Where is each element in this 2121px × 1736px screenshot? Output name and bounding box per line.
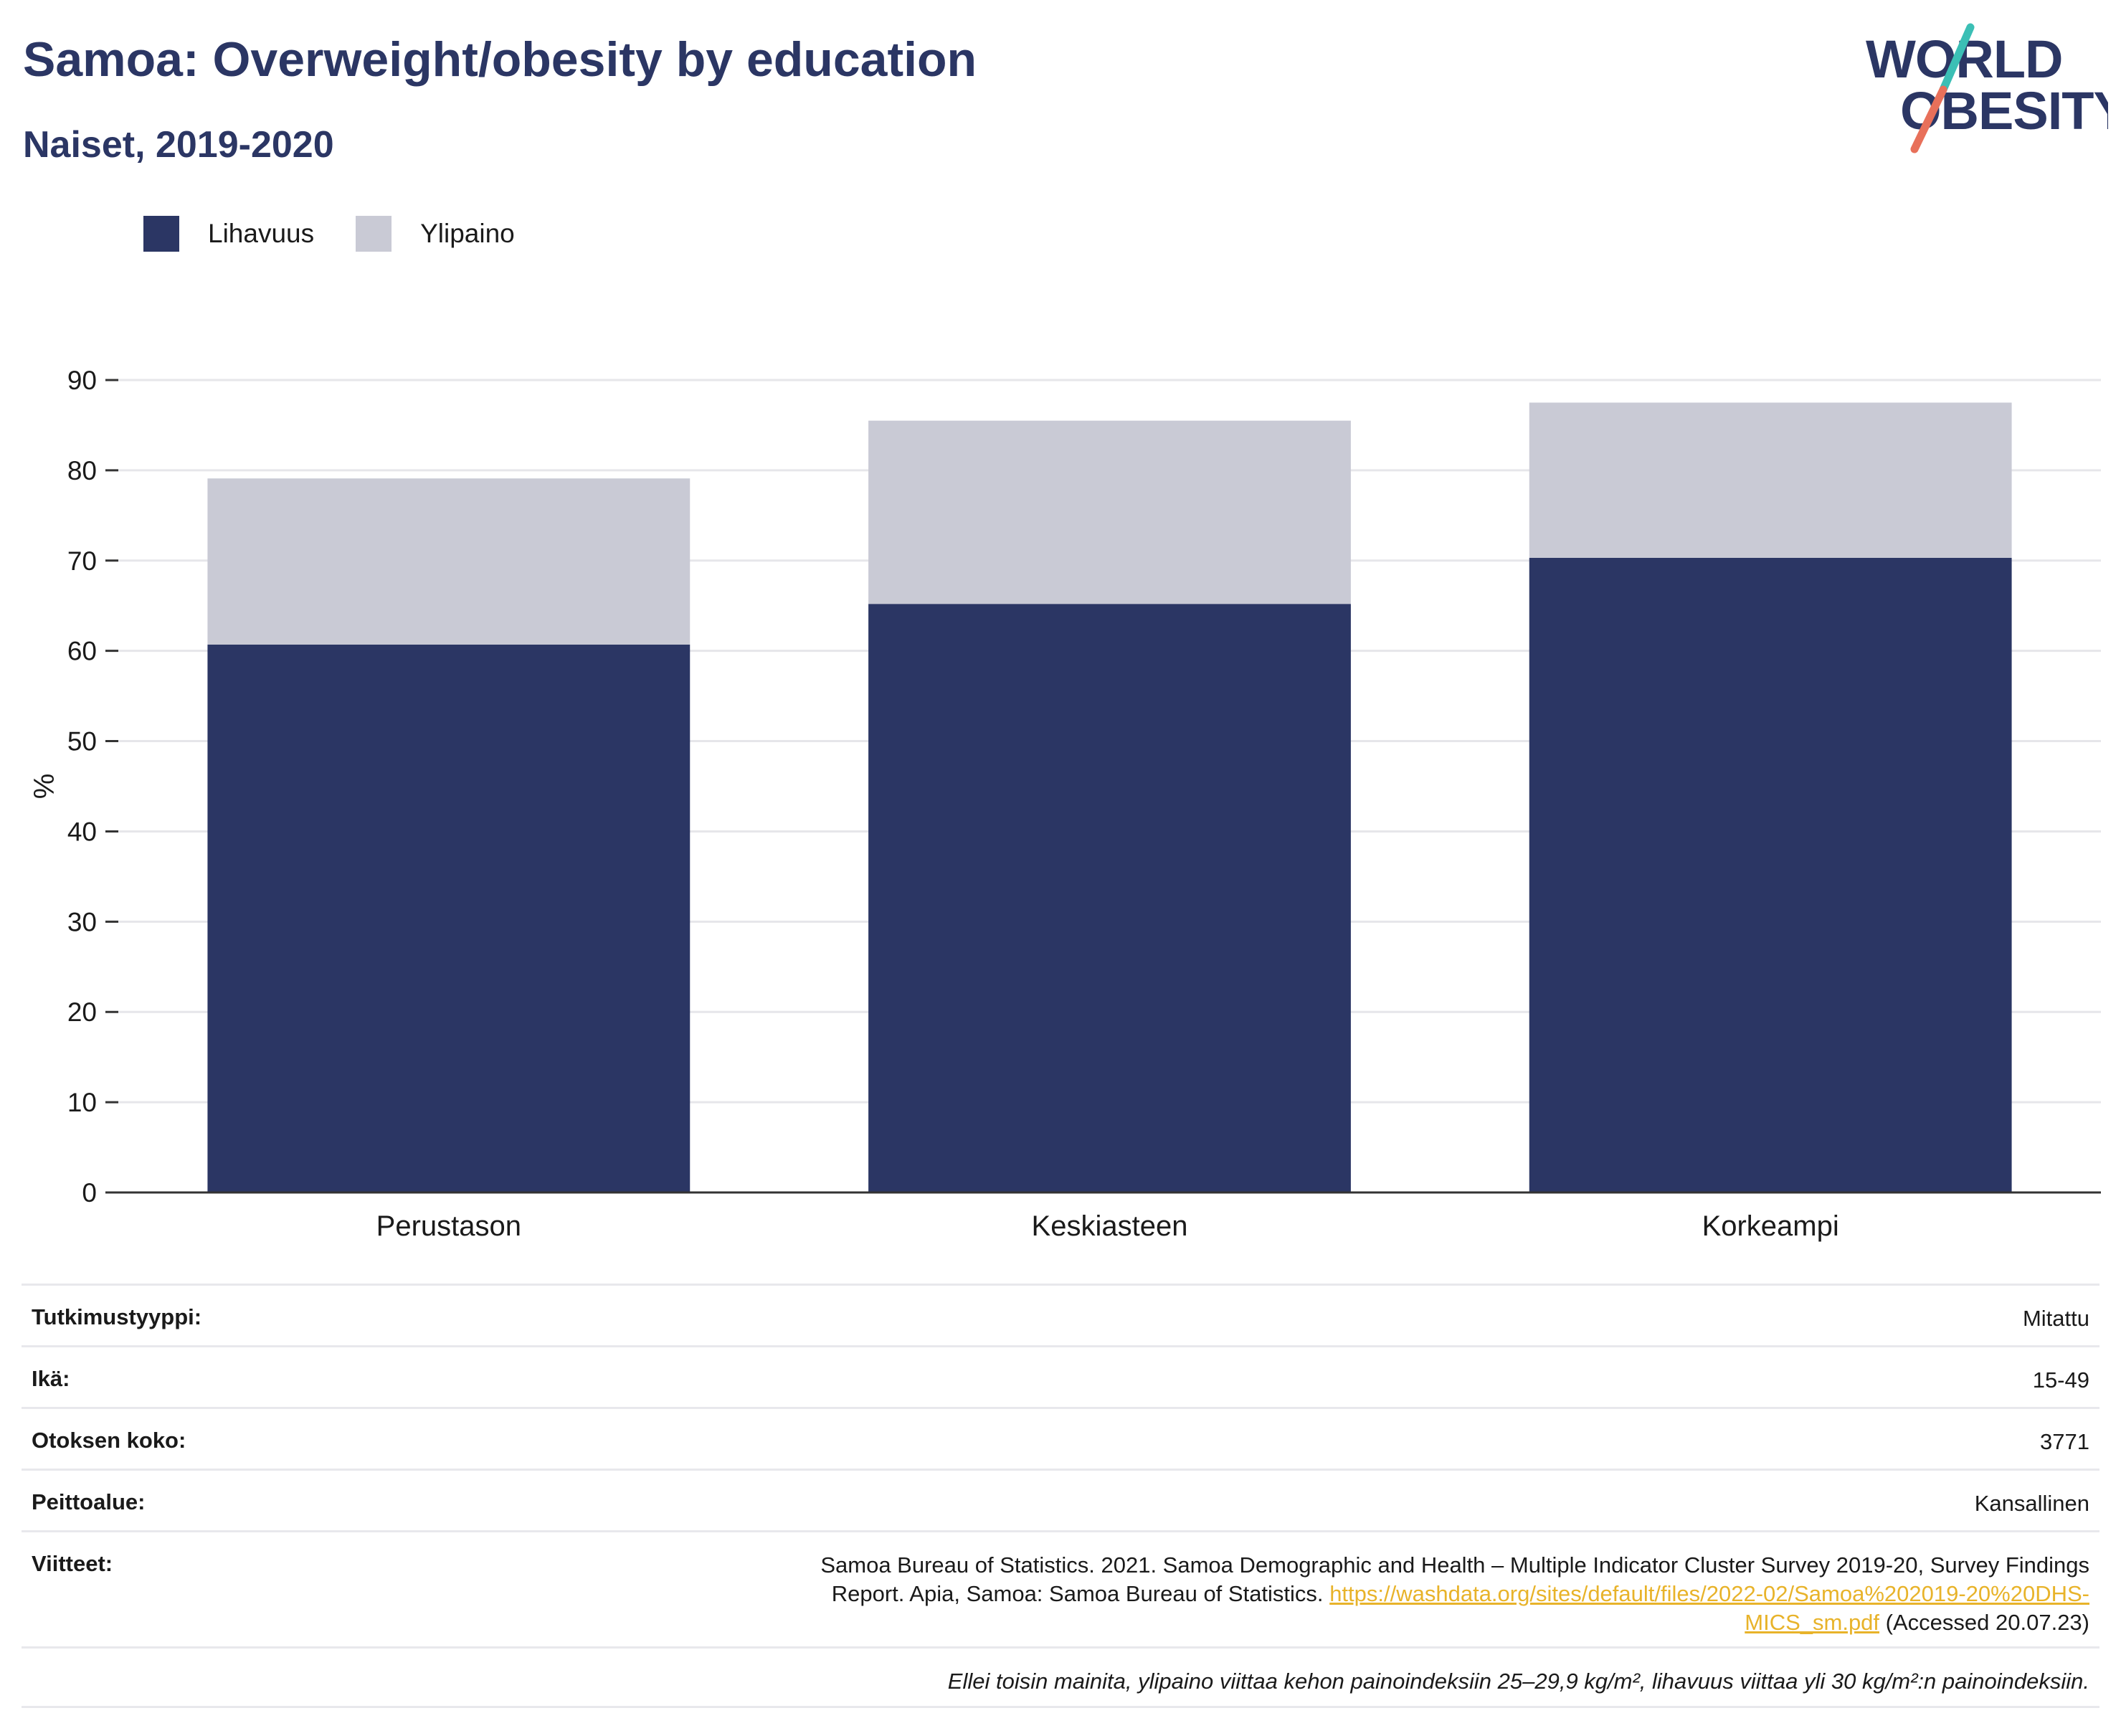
info-row-study-type: Tutkimustyyppi: Mitattu	[22, 1284, 2099, 1347]
y-tick-label: 10	[67, 1088, 97, 1117]
info-value: Mitattu	[328, 1284, 2099, 1347]
legend-label-lihavuus: Lihavuus	[208, 219, 315, 248]
bar-lihavuus-2	[868, 604, 1351, 1192]
info-row-footnote: Ellei toisin mainita, ylipaino viittaa k…	[22, 1646, 2099, 1708]
legend: Lihavuus Ylipaino	[143, 214, 556, 254]
y-tick-label: 0	[82, 1178, 97, 1208]
chart-title: Samoa: Overweight/obesity by education	[23, 32, 977, 87]
bar-ylipaino-1	[207, 478, 691, 645]
y-tick-label: 80	[67, 456, 97, 485]
info-key: Peittoalue:	[22, 1469, 328, 1532]
reference-link-cont[interactable]: MICS_sm.pdf	[1745, 1610, 1880, 1635]
chart-subtitle: Naiset, 2019-2020	[23, 124, 334, 166]
info-value: 3771	[328, 1407, 2099, 1470]
bar-lihavuus-3	[1529, 558, 2012, 1192]
reference-line-2: Report. Apia, Samoa: Samoa Bureau of Sta…	[831, 1581, 1324, 1606]
info-table: Tutkimustyyppi: Mitattu Ikä: 15-49 Otoks…	[22, 1284, 2099, 1708]
y-tick-label: 50	[67, 727, 97, 756]
world-obesity-logo: WORLD OBESITY	[1866, 23, 2108, 153]
info-key: Otoksen koko:	[22, 1407, 328, 1470]
stacked-bar-chart: 0 10 20 30 40 50 60 70 80 90% Perustason Keskiastee…	[29, 366, 2101, 1242]
logo-slash-top	[1939, 23, 1975, 94]
legend-item-ylipaino[interactable]: Ylipaino	[356, 216, 515, 252]
legend-swatch-ylipaino	[356, 216, 392, 252]
legend-swatch-lihavuus	[143, 216, 179, 252]
y-axis-label: %	[29, 774, 60, 800]
info-key: Tutkimustyyppi:	[22, 1284, 328, 1347]
logo-slash-bottom	[1910, 85, 1947, 153]
reference-line-1: Samoa Bureau of Statistics. 2021. Samoa …	[820, 1552, 2089, 1578]
info-key: Viitteet:	[22, 1530, 328, 1648]
x-tick-label: Keskiasteen	[1032, 1210, 1188, 1242]
y-tick-label: 30	[67, 907, 97, 936]
y-tick-label: 60	[67, 637, 97, 666]
x-tick-label: Korkeampi	[1702, 1210, 1839, 1242]
info-row-references: Viitteet: Samoa Bureau of Statistics. 20…	[22, 1530, 2099, 1648]
reference-text: Samoa Bureau of Statistics. 2021. Samoa …	[328, 1530, 2099, 1648]
reference-link[interactable]: https://washdata.org/sites/default/files…	[1329, 1581, 2089, 1606]
legend-item-lihavuus[interactable]: Lihavuus	[143, 216, 314, 252]
y-tick-label: 20	[67, 997, 97, 1027]
y-tick-label: 70	[67, 546, 97, 576]
y-tick-label: 90	[67, 366, 97, 395]
info-row-age: Ikä: 15-49	[22, 1345, 2099, 1408]
footnote: Ellei toisin mainita, ylipaino viittaa k…	[22, 1646, 2099, 1708]
bar-lihavuus-1	[207, 644, 691, 1192]
legend-label-ylipaino: Ylipaino	[420, 219, 515, 248]
info-row-sample-size: Otoksen koko: 3771	[22, 1407, 2099, 1470]
info-key: Ikä:	[22, 1345, 328, 1408]
info-value: Kansallinen	[328, 1469, 2099, 1532]
info-value: 15-49	[328, 1345, 2099, 1408]
bar-ylipaino-3	[1529, 402, 2012, 559]
info-row-coverage: Peittoalue: Kansallinen	[22, 1469, 2099, 1532]
y-tick-label: 40	[67, 817, 97, 846]
bar-ylipaino-2	[868, 420, 1351, 604]
x-tick-label: Perustason	[376, 1210, 521, 1242]
reference-accessed: (Accessed 20.07.23)	[1885, 1610, 2089, 1635]
